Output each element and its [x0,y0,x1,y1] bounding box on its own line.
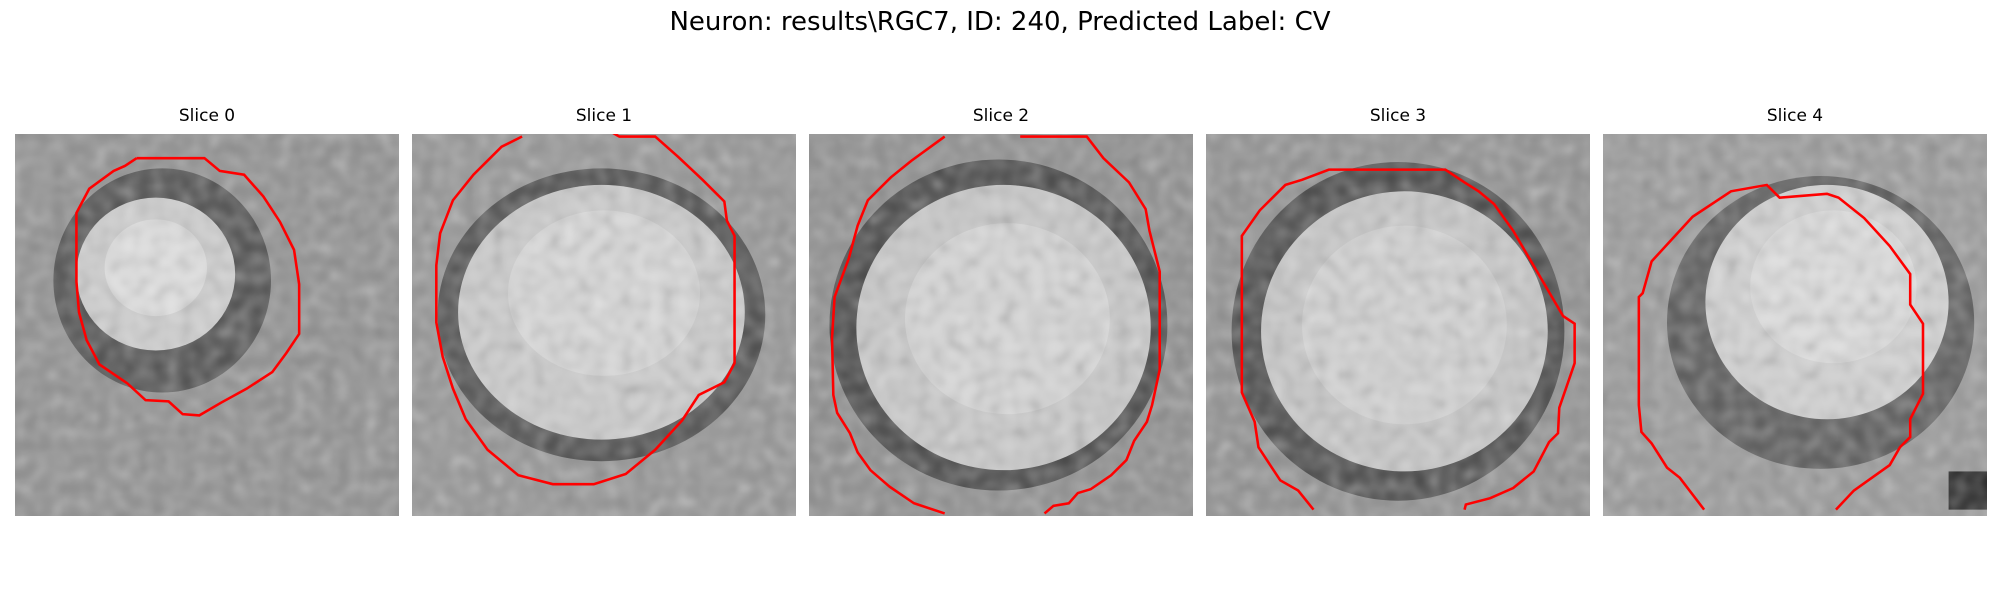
slice-image [1206,134,1590,516]
cell-contour [1020,135,1161,515]
cell-contour [830,135,946,515]
cell-contour [435,134,736,486]
slice-image [15,134,399,516]
slice-title: Slice 3 [1369,106,1427,126]
cell-contour [1240,168,1576,511]
cell-contour [1637,183,1925,511]
slice-panel-3: Slice 3 [1206,106,1590,516]
slice-image [412,134,796,516]
slice-title: Slice 0 [178,106,236,126]
slice-title: Slice 1 [575,106,633,126]
slice-panel-1: Slice 1 [412,106,796,516]
slice-image [809,134,1193,516]
slice-panel-4: Slice 4 [1603,106,1987,516]
slice-image [1603,134,1987,516]
slice-title: Slice 4 [1766,106,1824,126]
slice-title: Slice 2 [972,106,1030,126]
slice-panel-0: Slice 0 [15,106,399,516]
figure-title: Neuron: results\RGC7, ID: 240, Predicted… [669,7,1331,37]
slice-panel-2: Slice 2 [809,106,1193,516]
cell-contour [75,156,301,417]
